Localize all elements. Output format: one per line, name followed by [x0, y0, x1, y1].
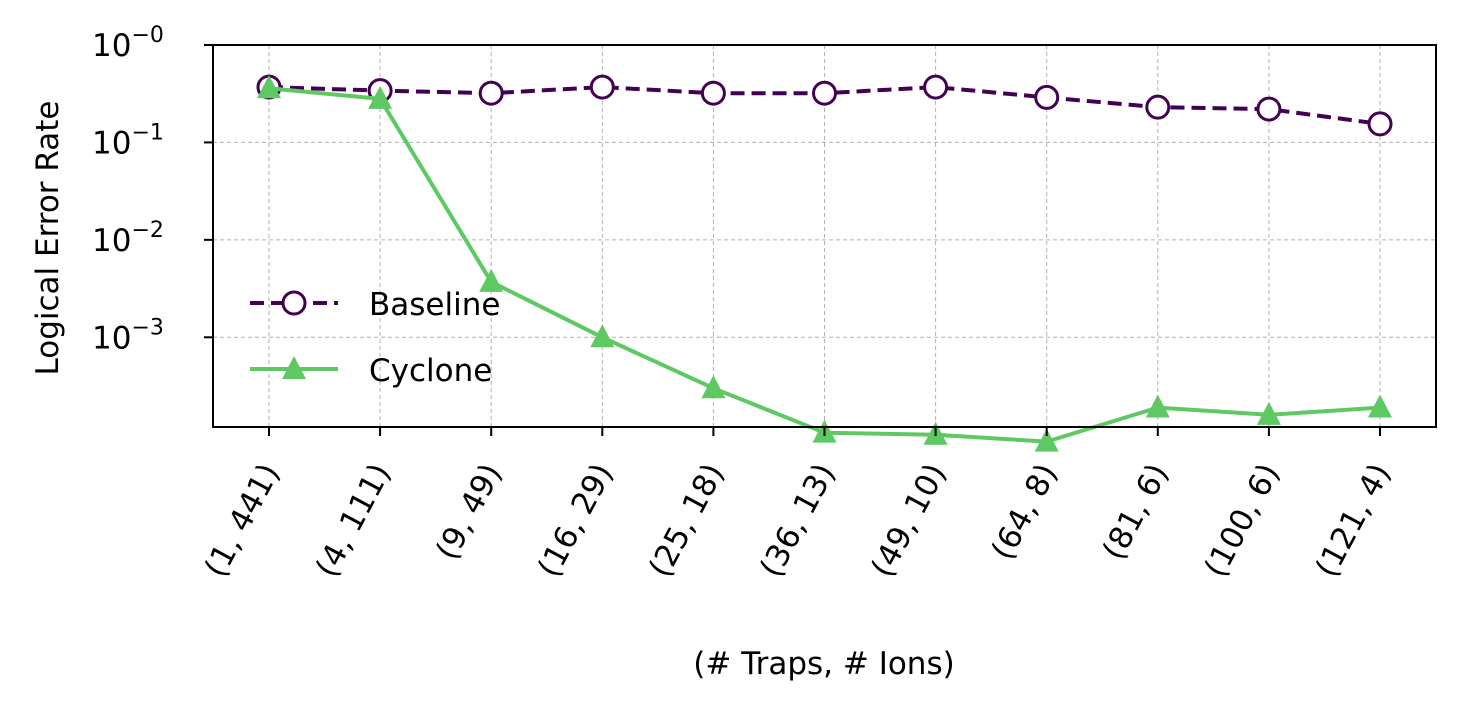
baseline-point	[1256, 96, 1282, 122]
baseline-point	[1034, 84, 1060, 110]
x-tick-label: (121, 4)	[1309, 458, 1398, 583]
x-tick-label: (9, 49)	[429, 458, 509, 566]
y-tick-label: 10−3	[92, 315, 164, 356]
cyclone-point	[1034, 428, 1059, 452]
baseline-point	[1367, 111, 1393, 137]
baseline-point	[478, 80, 504, 106]
x-tick-label: (4, 111)	[309, 458, 398, 583]
x-axis-ticks: (1, 441) (4, 111) (9, 49) (16, 29) (25, 18)(…	[198, 427, 1398, 583]
cyclone-point	[257, 75, 281, 99]
cyclone-point	[368, 85, 393, 109]
x-tick-label: (25, 18)	[642, 458, 731, 583]
x-tick-label: (16, 29)	[531, 458, 620, 583]
y-tick-label: 10−0	[92, 23, 164, 64]
legend-baseline-label: Baseline	[369, 287, 500, 323]
baseline-point	[700, 80, 726, 106]
y-tick-label: 10−1	[92, 120, 164, 161]
baseline-point	[589, 74, 615, 100]
legend: Baseline Cyclone	[250, 287, 500, 389]
x-tick-label: (100, 6)	[1198, 458, 1287, 583]
x-tick-label: (1, 441)	[198, 458, 287, 583]
cyclone-point	[701, 375, 726, 399]
legend-baseline-marker	[281, 290, 307, 316]
cyclone-point	[590, 324, 615, 348]
y-axis-ticks: 10−0 10−1 10−2 10−3	[92, 23, 213, 356]
x-tick-label: (36, 13)	[753, 458, 842, 583]
cyclone-point	[1256, 401, 1281, 425]
baseline-point	[1145, 94, 1171, 120]
cyclone-point	[1145, 394, 1170, 418]
cyclone-point	[479, 268, 504, 292]
cyclone-point	[1368, 394, 1392, 418]
legend-cyclone-marker	[282, 356, 306, 379]
x-axis-label: (# Traps, # Ions)	[693, 646, 954, 682]
x-tick-label: (81, 6)	[1096, 458, 1176, 566]
x-tick-label: (49, 10)	[864, 458, 953, 583]
legend-cyclone-label: Cyclone	[369, 353, 492, 389]
x-tick-label: (64, 8)	[985, 458, 1065, 566]
baseline-point	[923, 74, 949, 100]
baseline-point	[812, 80, 837, 106]
y-tick-label: 10−2	[92, 218, 164, 259]
y-axis-label: Logical Error Rate	[30, 101, 66, 376]
